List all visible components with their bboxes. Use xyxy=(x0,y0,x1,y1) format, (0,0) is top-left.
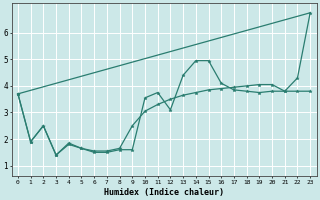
X-axis label: Humidex (Indice chaleur): Humidex (Indice chaleur) xyxy=(104,188,224,197)
